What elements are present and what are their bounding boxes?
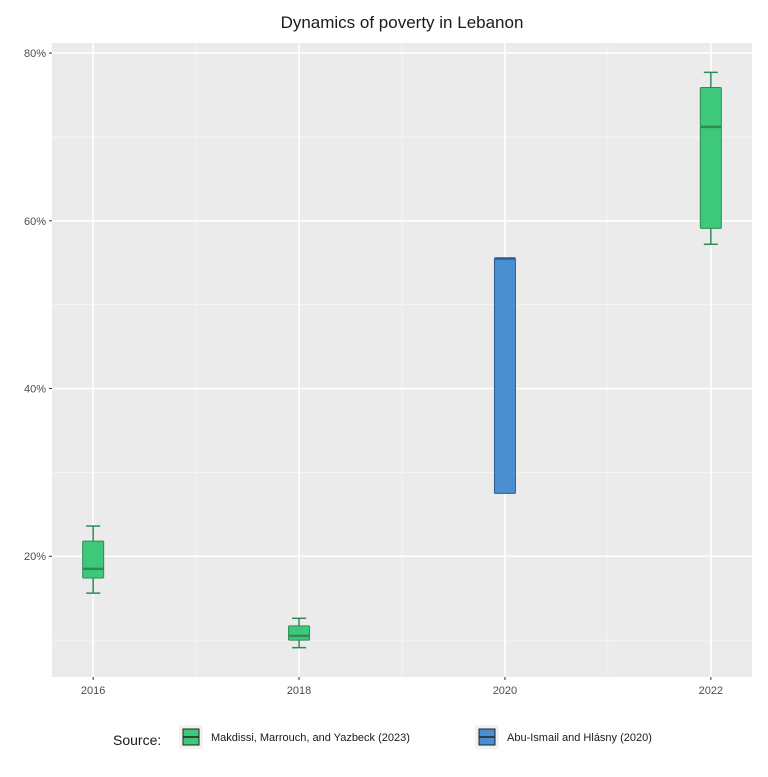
legend-label: Abu-Ismail and Hlásny (2020) <box>507 732 652 744</box>
legend-label: Makdissi, Marrouch, and Yazbeck (2023) <box>211 732 410 744</box>
chart-title: Dynamics of poverty in Lebanon <box>281 13 524 32</box>
legend-title: Source: <box>113 732 161 748</box>
x-tick-label: 2020 <box>493 685 517 697</box>
box-2022 <box>699 71 722 246</box>
y-tick-label: 80% <box>24 48 46 60</box>
box-2016 <box>82 525 105 594</box>
box-iqr <box>288 625 311 641</box>
x-tick-label: 2016 <box>81 685 105 697</box>
x-tick-label: 2022 <box>699 685 723 697</box>
y-tick-label: 60% <box>24 216 46 228</box>
y-tick-label: 40% <box>24 384 46 396</box>
box-2018 <box>288 617 311 649</box>
box-iqr <box>493 258 516 494</box>
x-axis: 2016 2018 2020 2022 <box>81 677 723 697</box>
box-2020 <box>493 257 516 494</box>
y-axis: 20% 40% 60% 80% <box>24 48 52 563</box>
box-iqr <box>82 540 105 579</box>
boxes <box>82 71 722 649</box>
x-tick-label: 2018 <box>287 685 311 697</box>
y-tick-label: 20% <box>24 551 46 563</box>
legend: Source: Makdissi, Marrouch, and Yazbeck … <box>113 725 652 749</box>
box-iqr <box>699 86 722 229</box>
